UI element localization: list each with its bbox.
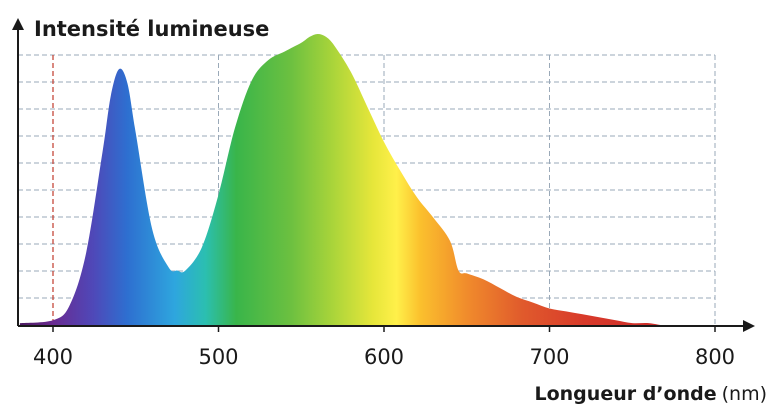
x-tick-label: 600 bbox=[364, 345, 404, 369]
x-axis-label: Longueur d’onde (nm) bbox=[535, 383, 768, 405]
x-axis-arrow-icon bbox=[743, 320, 755, 332]
spectrum-area bbox=[19, 34, 666, 326]
x-axis-label-main: Longueur d’onde bbox=[535, 383, 717, 405]
x-tick-labels: 400 500 600 700 800 bbox=[33, 326, 735, 369]
y-axis-arrow-icon bbox=[12, 18, 24, 30]
x-tick-label: 400 bbox=[33, 345, 73, 369]
y-axis-label: Intensité lumineuse bbox=[34, 17, 269, 41]
axes bbox=[12, 18, 755, 332]
x-tick-label: 500 bbox=[198, 345, 238, 369]
x-tick-label: 700 bbox=[529, 345, 569, 369]
x-axis-label-unit: (nm) bbox=[722, 383, 767, 405]
x-tick-label: 800 bbox=[695, 345, 735, 369]
